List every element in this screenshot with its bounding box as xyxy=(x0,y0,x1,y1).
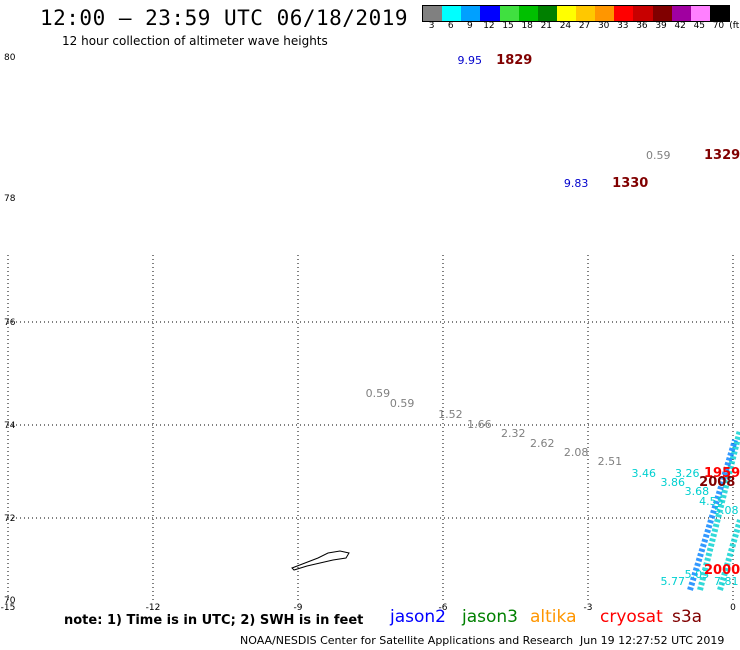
legend-swatch xyxy=(709,6,729,21)
pass-time-label: 1330 xyxy=(612,175,649,191)
legend-label: 6 xyxy=(447,21,454,31)
wave-height-label: 4.55 xyxy=(699,494,724,508)
map-title: 12:00 – 23:59 UTC 06/18/2019 xyxy=(40,6,409,30)
wave-height-label: 3.46 xyxy=(631,466,657,480)
legend-label: 30 xyxy=(597,21,610,31)
legend-label: 24 xyxy=(559,21,572,31)
legend-swatch xyxy=(595,6,615,21)
pass-time-label: 1959 xyxy=(704,465,740,481)
pass-time-label: 2008 xyxy=(699,475,736,491)
legend-swatch xyxy=(652,6,672,21)
wave-height-label: 9.83 xyxy=(563,176,589,190)
satellite-name-s3a: s3a xyxy=(672,607,703,627)
legend-swatch xyxy=(614,6,634,21)
satellite-tracks xyxy=(687,429,740,591)
wave-height-label: 1.52 xyxy=(438,407,463,421)
legend-label: 9 xyxy=(466,21,473,31)
lon-tick-label: -9 xyxy=(294,603,303,613)
wave-height-label: 3.68 xyxy=(684,485,710,499)
legend-label: 15 xyxy=(502,21,514,31)
wave-height-label: 2.62 xyxy=(530,436,555,450)
satellite-name-jason3: jason3 xyxy=(462,607,518,627)
legend-swatch xyxy=(556,6,576,21)
credit-text: NOAA/NESDIS Center for Satellite Applica… xyxy=(240,634,574,647)
pass-time-label: 2000 xyxy=(704,563,740,579)
satellite-name-cryosat: cryosat xyxy=(600,607,663,627)
legend-label: 70 xyxy=(712,21,725,31)
axis-labels: 80 78 76 74 72 70-15 -12 -9 -6 -3 0 xyxy=(1,53,736,613)
legend-label: 39 xyxy=(655,21,667,31)
lon-tick-label: -6 xyxy=(439,603,448,613)
wave-height-label: 5.77 xyxy=(660,574,686,588)
wave-height-label: 0.59 xyxy=(389,397,415,411)
legend-swatch xyxy=(518,6,538,21)
map-subtitle: 12 hour collection of altimeter wave hei… xyxy=(62,34,328,48)
lat-tick-label: 78 xyxy=(4,194,16,204)
jan-mayen-coastline xyxy=(291,550,350,571)
legend-swatch xyxy=(480,6,500,21)
wave-height-label: 2.51 xyxy=(597,455,623,469)
wave-height-label: 0.59 xyxy=(646,148,671,162)
wave-height-legend xyxy=(422,5,730,22)
legend-label: 45 xyxy=(693,21,706,31)
legend-swatch xyxy=(442,6,462,21)
wave-height-label: 1.66 xyxy=(467,418,492,431)
lon-tick-label: 0 xyxy=(730,603,736,613)
satellite-name-altika: altika xyxy=(530,607,577,627)
lat-tick-label: 70 xyxy=(4,596,16,606)
pass-time-label: 1829 xyxy=(496,52,533,68)
legend-swatch xyxy=(690,6,710,21)
legend-swatch xyxy=(671,6,691,21)
legend-swatch xyxy=(576,6,596,21)
lat-lon-grid xyxy=(7,255,734,600)
wave-height-label: 0.59 xyxy=(365,387,391,401)
legend-swatch xyxy=(461,6,481,21)
footer-note: note: 1) Time is in UTC; 2) SWH is in fe… xyxy=(64,613,364,628)
wave-height-label: 5.08 xyxy=(714,504,739,518)
legend-label: 21 xyxy=(540,21,553,31)
wave-height-label: 9.95 xyxy=(457,53,483,67)
wave-height-label: 7.81 xyxy=(714,574,739,588)
wave-height-label: 5.03 xyxy=(684,568,710,582)
legend-swatch xyxy=(423,6,443,21)
legend-swatch xyxy=(633,6,653,21)
legend-swatch xyxy=(499,6,519,21)
lat-tick-label: 72 xyxy=(4,514,15,524)
legend-label: 36 xyxy=(636,21,648,31)
lat-tick-label: 76 xyxy=(4,318,16,328)
generated-timestamp: Jun 19 12:27:52 UTC 2019 xyxy=(580,634,725,647)
satellite-track xyxy=(697,429,740,591)
lon-tick-label: -15 xyxy=(1,603,16,613)
wave-height-label: 2.32 xyxy=(501,427,526,441)
lon-tick-label: -12 xyxy=(146,603,161,613)
wave-height-label: 3.26 xyxy=(675,466,700,480)
legend-unit: (ft) xyxy=(729,21,740,31)
lon-tick-label: -3 xyxy=(584,603,593,613)
legend-label: 12 xyxy=(483,21,495,31)
lat-tick-label: 80 xyxy=(4,53,16,63)
wave-height-label: 3.86 xyxy=(660,476,686,490)
wave-height-label: 2.08 xyxy=(563,445,589,459)
legend-label: 18 xyxy=(521,21,533,31)
satellite-track xyxy=(717,519,740,591)
legend-label: 3 xyxy=(428,21,435,31)
satellite-track xyxy=(687,439,738,591)
lat-tick-label: 74 xyxy=(4,421,16,431)
legend-label: 27 xyxy=(578,21,591,31)
legend-label: 33 xyxy=(617,21,629,31)
satellite-name-jason2: jason2 xyxy=(390,607,446,627)
pass-time-label: 1329 xyxy=(704,147,740,163)
legend-swatch xyxy=(537,6,557,21)
legend-label: 42 xyxy=(674,21,686,31)
